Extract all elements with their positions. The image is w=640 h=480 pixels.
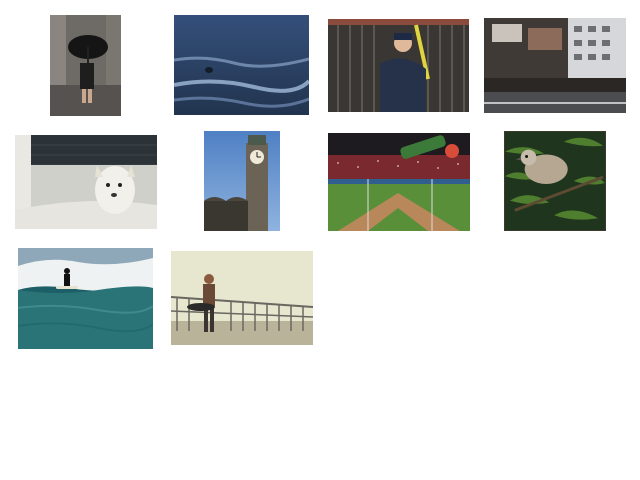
thumbnail-bird-branch[interactable] bbox=[504, 131, 606, 231]
thumbnail-dog-bathtub[interactable] bbox=[15, 135, 157, 229]
surfer-wave-photo bbox=[18, 248, 153, 349]
thumbnail-baseball-stadium[interactable] bbox=[328, 133, 470, 231]
thumbnail-ocean-swimmer[interactable] bbox=[174, 15, 309, 115]
thumbnail-batter-fence[interactable] bbox=[328, 19, 469, 112]
bird-branch-photo bbox=[505, 132, 605, 230]
thumbnail-umbrella-walker[interactable] bbox=[50, 15, 121, 116]
thumbnail-clock-tower[interactable] bbox=[204, 131, 280, 231]
thumbnail-city-street-crowd[interactable] bbox=[484, 18, 626, 113]
umbrella-walker-photo bbox=[50, 15, 121, 116]
skateboarder-railing-photo bbox=[171, 251, 313, 345]
dog-bathtub-photo bbox=[15, 135, 157, 229]
thumbnail-skateboarder-railing[interactable] bbox=[171, 251, 313, 345]
clock-tower-photo bbox=[204, 131, 280, 231]
batter-fence-photo bbox=[328, 19, 469, 112]
city-street-crowd-photo bbox=[484, 18, 626, 113]
baseball-stadium-photo bbox=[328, 133, 470, 231]
thumbnail-surfer-wave[interactable] bbox=[18, 248, 153, 349]
ocean-swimmer-photo bbox=[174, 15, 309, 115]
